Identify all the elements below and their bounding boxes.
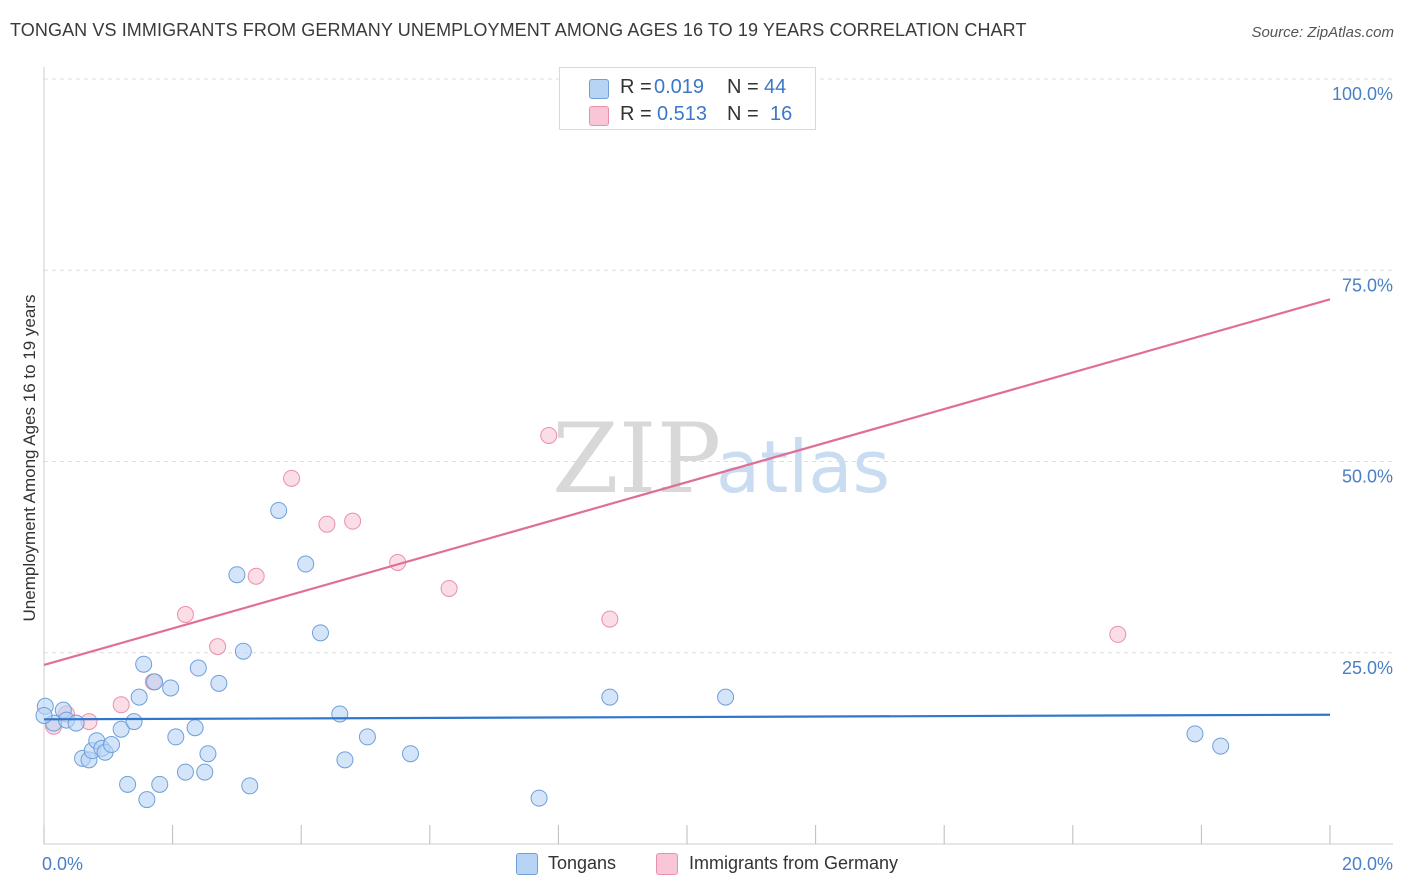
- tongans-point: [130, 688, 148, 706]
- trend-lines: [43, 298, 1331, 721]
- tongans-point: [138, 791, 156, 809]
- legend-swatch-tongans: [589, 79, 609, 99]
- correlation-legend: R = 0.019 N = 44 R = 0.513 N = 16: [559, 67, 816, 130]
- legend-r-label: R =: [620, 103, 652, 125]
- germany-point: [283, 469, 301, 487]
- legend-r-value: 0.513: [657, 103, 708, 125]
- watermark-atlas: atlas: [716, 425, 890, 509]
- tongans-point: [1186, 725, 1204, 743]
- tongans-trend-line: [43, 713, 1331, 721]
- tongans-point: [228, 566, 246, 584]
- legend-row-tongans: R = 0.019 N = 44: [560, 76, 815, 100]
- tongans-point: [297, 555, 315, 573]
- tongans-point: [112, 720, 130, 738]
- legend-item-tongans[interactable]: Tongans: [516, 852, 636, 876]
- tongans-point: [196, 763, 214, 781]
- watermark: ZIP atlas: [552, 403, 890, 515]
- tongans-point: [717, 688, 735, 706]
- germany-trend-line: [43, 298, 1331, 667]
- tongans-point: [176, 763, 194, 781]
- legend-item-germany[interactable]: Immigrants from Germany: [656, 852, 936, 876]
- tongans-point: [189, 659, 207, 677]
- tongans-point: [1212, 737, 1230, 755]
- tongans-point: [336, 751, 354, 769]
- legend-swatch-germany: [656, 853, 678, 875]
- watermark-zip: ZIP: [552, 403, 721, 515]
- chart-title: TONGAN VS IMMIGRANTS FROM GERMANY UNEMPL…: [10, 20, 1027, 40]
- legend-n-value: 44: [764, 76, 787, 98]
- legend-label-germany: Immigrants from Germany: [689, 853, 899, 873]
- germany-point: [1109, 625, 1127, 643]
- germany-point: [318, 515, 336, 533]
- germany-point: [247, 567, 265, 585]
- tongans-point: [358, 728, 376, 746]
- gridlines: [44, 78, 1393, 654]
- tongans-point: [402, 745, 420, 763]
- tongans-point: [234, 642, 252, 660]
- x-tick-label-min: 0.0%: [42, 854, 83, 874]
- legend-n-label: N =: [727, 76, 759, 98]
- legend-swatch-tongans: [516, 853, 538, 875]
- tongans-point: [135, 655, 153, 673]
- tongans-point: [210, 674, 228, 692]
- tongans-point: [311, 624, 329, 642]
- tongans-point: [199, 745, 217, 763]
- legend-r-value: 0.019: [654, 76, 705, 98]
- germany-point: [344, 512, 362, 530]
- source-note: Source: ZipAtlas.com: [1251, 24, 1394, 41]
- legend-swatch-germany: [589, 106, 609, 126]
- tongans-point: [601, 688, 619, 706]
- tongans-point: [241, 777, 259, 795]
- germany-point: [112, 696, 130, 714]
- tongans-point: [186, 719, 204, 737]
- tongans-point: [119, 775, 137, 793]
- x-tick-label-max: 20.0%: [1342, 854, 1393, 874]
- germany-point: [440, 579, 458, 597]
- legend-r-label: R =: [620, 76, 652, 98]
- tongans-point: [125, 713, 143, 731]
- tongans-point: [67, 714, 85, 732]
- germany-point: [601, 610, 619, 628]
- tongans-point: [331, 705, 349, 723]
- germany-point: [176, 606, 194, 623]
- legend-label-tongans: Tongans: [548, 853, 617, 873]
- tongans-point: [162, 679, 180, 697]
- tongans-point: [530, 789, 548, 807]
- tongans-point: [146, 673, 164, 691]
- y-tick-label-100: 100.0%: [1332, 84, 1393, 104]
- germany-point: [540, 426, 558, 444]
- tongans-point: [35, 706, 53, 724]
- legend-n-value: 16: [770, 103, 793, 125]
- tongans-point: [270, 501, 288, 519]
- legend-n-label: N =: [727, 103, 759, 125]
- y-tick-label-25: 25.0%: [1342, 658, 1393, 678]
- tongans-point: [167, 728, 185, 746]
- y-tick-label-75: 75.0%: [1342, 275, 1393, 295]
- germany-point: [209, 638, 227, 656]
- tick-labels: 0.0% 20.0% 25.0% 50.0% 75.0% 100.0%: [42, 84, 1393, 874]
- legend-row-germany: R = 0.513 N = 16: [560, 103, 815, 127]
- series-tongans-points: [35, 501, 1230, 809]
- tongans-point: [103, 736, 121, 754]
- y-tick-label-50: 50.0%: [1342, 467, 1393, 487]
- tongans-point: [151, 775, 169, 793]
